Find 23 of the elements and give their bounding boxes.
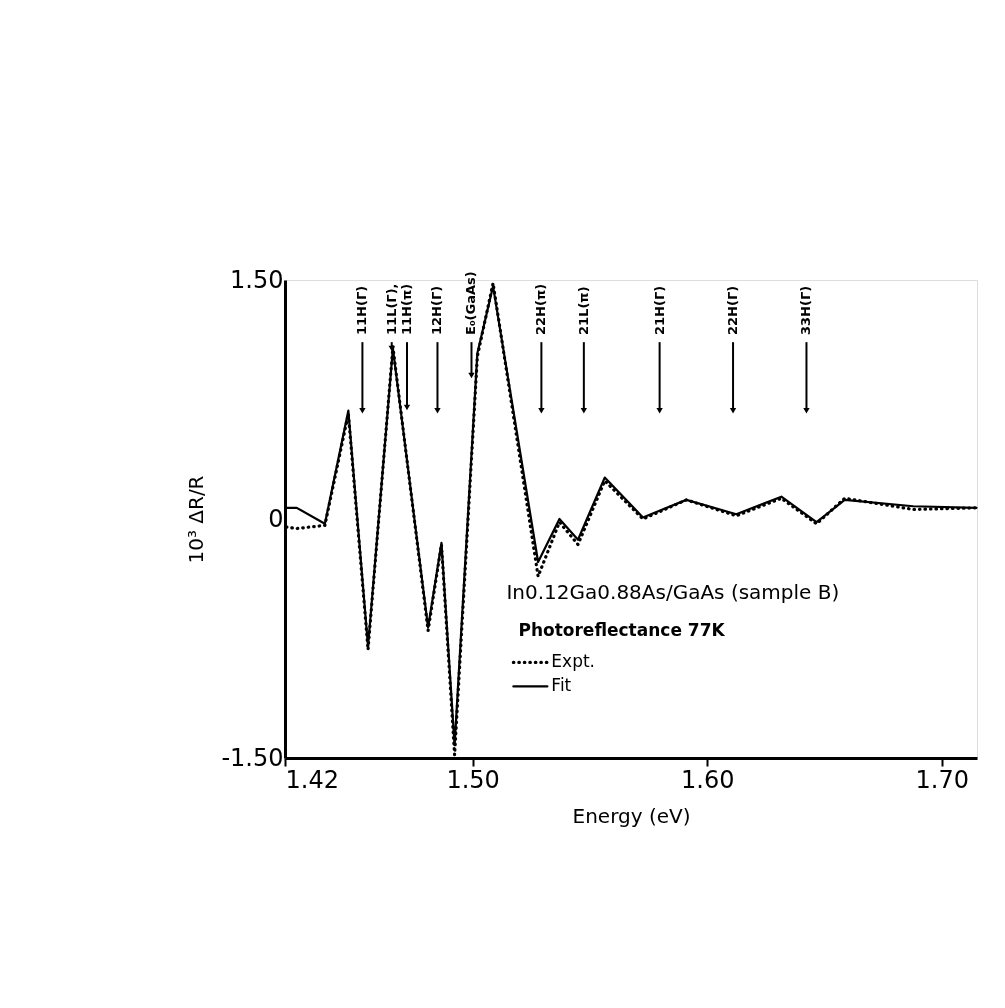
x-tick-label: 1.50 xyxy=(446,765,500,794)
annotation: 12H(Γ) xyxy=(429,285,445,335)
annotation: In0.12Ga0.88As/GaAs (sample B) xyxy=(506,580,840,605)
x-tick-label: 1.42 xyxy=(285,765,339,794)
y-tick-label: -1.50 xyxy=(221,743,284,772)
annotation: 21H(Γ) xyxy=(651,285,667,335)
y-axis-title: 10³ ΔR/R xyxy=(184,475,209,564)
x-axis-title: Energy (eV) xyxy=(572,803,691,828)
legend-label: Expt. xyxy=(551,651,596,672)
x-tick-label: 1.60 xyxy=(681,765,735,794)
annotation: 11H(π) xyxy=(398,283,414,335)
annotation: 11H(Γ) xyxy=(354,285,370,335)
legend-label: Fit xyxy=(551,675,572,696)
annotation: 22H(π) xyxy=(533,283,549,335)
annotation: 11L(Γ), xyxy=(383,283,399,335)
annotation: Photoreflectance 77K xyxy=(518,620,726,641)
y-tick-label: 1.50 xyxy=(230,265,284,294)
annotation: E₀(GaAs) xyxy=(463,271,479,335)
annotation: 21L(π) xyxy=(575,286,591,335)
annotation: 33H(Γ) xyxy=(798,285,814,335)
y-tick-label: 0 xyxy=(268,504,284,533)
x-tick-label: 1.70 xyxy=(915,765,970,794)
annotation: 22H(Γ) xyxy=(725,285,741,335)
